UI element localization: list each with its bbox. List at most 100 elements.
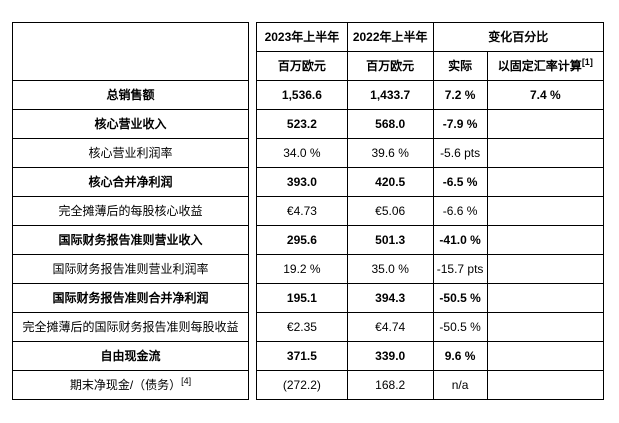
value-2023: €2.35 [256, 312, 348, 342]
metric-label-text: 期末净现金/（债务） [69, 377, 182, 392]
value-2022: 39.6 % [346, 138, 434, 168]
value-actual-change: 7.2 % [432, 80, 488, 110]
header-unit-2023: 百万欧元 [256, 51, 348, 81]
value-2023: 19.2 % [256, 254, 348, 284]
metric-label-row: 自由现金流 [12, 341, 249, 371]
metric-label: 完全摊薄后的每股核心收益 [12, 196, 249, 226]
value-2023: 195.1 [256, 283, 348, 313]
metric-label-footnote: [4] [181, 375, 192, 386]
value-2023: 523.2 [256, 109, 348, 139]
value-2023: (272.2) [256, 370, 348, 400]
data-row: 371.5 339.0 9.6 % [256, 341, 605, 371]
value-2023: 393.0 [256, 167, 348, 197]
data-row: 195.1 394.3 -50.5 % [256, 283, 605, 313]
metric-label-row: 完全摊薄后的每股核心收益 [12, 196, 249, 226]
metric-label: 核心营业利润率 [12, 138, 249, 168]
header-change-percent: 变化百分比 [432, 22, 605, 52]
metric-label-text: 完全摊薄后的每股核心收益 [58, 203, 203, 218]
value-actual-change: -15.7 pts [432, 254, 488, 284]
metric-label-row: 期末净现金/（债务）[4] [12, 370, 249, 400]
header-actual: 实际 [432, 51, 488, 81]
value-actual-change: -5.6 pts [432, 138, 488, 168]
header-constant-currency: 以固定汇率计算[1] [486, 51, 605, 81]
metric-label-text: 国际财务报告准则合并净利润 [52, 290, 209, 305]
value-2022: 35.0 % [346, 254, 434, 284]
value-constant-currency-change [486, 109, 605, 139]
value-constant-currency-change [486, 254, 605, 284]
header-2022-h1: 2022年上半年 [346, 22, 434, 52]
value-actual-change: -6.6 % [432, 196, 488, 226]
data-row: 295.6 501.3 -41.0 % [256, 225, 605, 255]
metric-label-text: 国际财务报告准则营业收入 [58, 232, 203, 247]
metric-label-column: 总销售额 核心营业收入 核心营业利润率 核心合并净利润 完全摊薄后的每股核心收益… [12, 22, 249, 400]
metric-label: 核心营业收入 [12, 109, 249, 139]
data-row: €4.73 €5.06 -6.6 % [256, 196, 605, 226]
metric-label-row: 完全摊薄后的国际财务报告准则每股收益 [12, 312, 249, 342]
value-2022: 339.0 [346, 341, 434, 371]
data-row: 34.0 % 39.6 % -5.6 pts [256, 138, 605, 168]
value-actual-change: -41.0 % [432, 225, 488, 255]
metric-label: 期末净现金/（债务）[4] [12, 370, 249, 400]
value-actual-change: n/a [432, 370, 488, 400]
metric-label: 核心合并净利润 [12, 167, 249, 197]
value-2022: €4.74 [346, 312, 434, 342]
value-2023: 295.6 [256, 225, 348, 255]
metric-label: 国际财务报告准则营业收入 [12, 225, 249, 255]
value-constant-currency-change [486, 196, 605, 226]
value-constant-currency-change [486, 341, 605, 371]
value-constant-currency-change [486, 370, 605, 400]
metric-label-text: 核心营业收入 [94, 116, 167, 131]
data-row: (272.2) 168.2 n/a [256, 370, 605, 400]
data-row: €2.35 €4.74 -50.5 % [256, 312, 605, 342]
value-actual-change: 9.6 % [432, 341, 488, 371]
value-actual-change: -50.5 % [432, 283, 488, 313]
label-header-row [12, 22, 249, 81]
metric-label-text: 核心营业利润率 [88, 145, 173, 160]
value-2022: 568.0 [346, 109, 434, 139]
metric-label-text: 自由现金流 [100, 348, 161, 363]
value-2022: 501.3 [346, 225, 434, 255]
metric-label-row: 国际财务报告准则营业利润率 [12, 254, 249, 284]
data-row: 19.2 % 35.0 % -15.7 pts [256, 254, 605, 284]
header-unit-2022: 百万欧元 [346, 51, 434, 81]
metric-label-row: 核心合并净利润 [12, 167, 249, 197]
value-actual-change: -6.5 % [432, 167, 488, 197]
header-constant-currency-text: 以固定汇率计算 [497, 58, 582, 73]
metric-label-text: 核心合并净利润 [88, 174, 173, 189]
value-actual-change: -50.5 % [432, 312, 488, 342]
blank-header-cell [12, 22, 249, 81]
data-row: 393.0 420.5 -6.5 % [256, 167, 605, 197]
metric-label: 国际财务报告准则合并净利润 [12, 283, 249, 313]
value-2022: 1,433.7 [346, 80, 434, 110]
value-constant-currency-change [486, 312, 605, 342]
value-2022: 394.3 [346, 283, 434, 313]
metric-label: 自由现金流 [12, 341, 249, 371]
period-header-row: 2023年上半年 2022年上半年 变化百分比 [256, 22, 605, 52]
value-2023: €4.73 [256, 196, 348, 226]
metric-label-row: 国际财务报告准则合并净利润 [12, 283, 249, 313]
value-2023: 1,536.6 [256, 80, 348, 110]
metric-label-row: 核心营业收入 [12, 109, 249, 139]
value-actual-change: -7.9 % [432, 109, 488, 139]
value-2022: 420.5 [346, 167, 434, 197]
value-2023: 371.5 [256, 341, 348, 371]
metric-label-row: 核心营业利润率 [12, 138, 249, 168]
value-2022: €5.06 [346, 196, 434, 226]
value-constant-currency-change [486, 283, 605, 313]
data-row: 523.2 568.0 -7.9 % [256, 109, 605, 139]
metric-label-text: 国际财务报告准则营业利润率 [52, 261, 209, 276]
unit-header-row: 百万欧元 百万欧元 实际 以固定汇率计算[1] [256, 51, 605, 81]
value-constant-currency-change [486, 225, 605, 255]
value-constant-currency-change: 7.4 % [486, 80, 605, 110]
metric-label: 国际财务报告准则营业利润率 [12, 254, 249, 284]
value-constant-currency-change [486, 167, 605, 197]
metric-label-text: 总销售额 [106, 87, 155, 102]
financial-data-table: 2023年上半年 2022年上半年 变化百分比 百万欧元 百万欧元 实际 以固定… [256, 22, 605, 400]
value-2022: 168.2 [346, 370, 434, 400]
data-row: 1,536.6 1,433.7 7.2 % 7.4 % [256, 80, 605, 110]
metric-label-row: 国际财务报告准则营业收入 [12, 225, 249, 255]
value-constant-currency-change [486, 138, 605, 168]
metric-label: 完全摊薄后的国际财务报告准则每股收益 [12, 312, 249, 342]
value-2023: 34.0 % [256, 138, 348, 168]
